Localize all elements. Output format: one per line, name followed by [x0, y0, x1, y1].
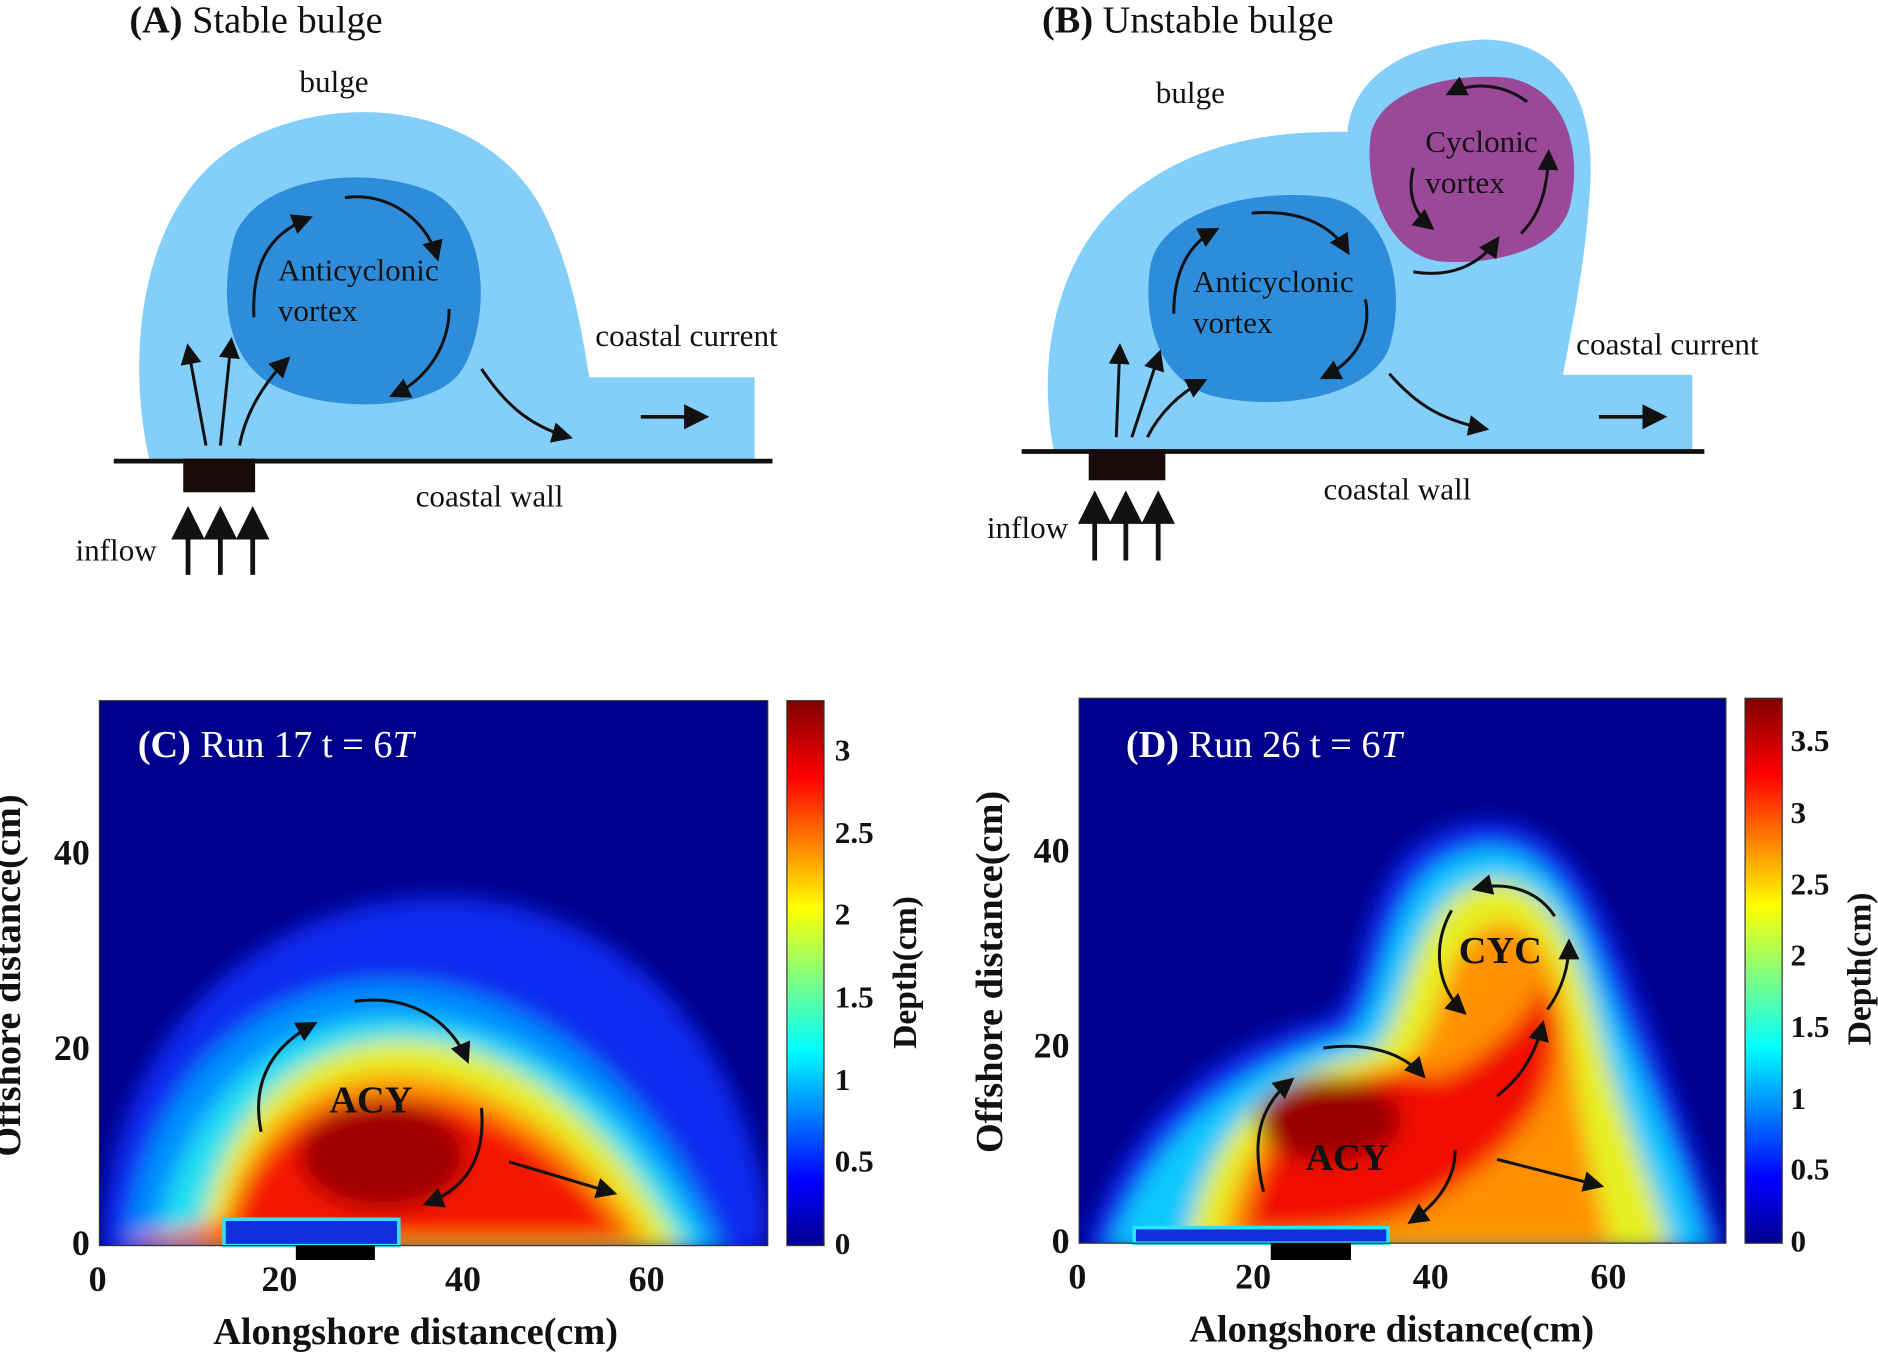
y-tick-label: 20	[1033, 1026, 1070, 1066]
vortex-label-line1: Anticyclonic	[1192, 264, 1354, 300]
panel-c-title: (C) Run 17 t = 6T	[137, 722, 414, 766]
colorbar-tick-label: 2	[834, 897, 851, 933]
x-axis-label: Alongshore distance(cm)	[213, 1309, 619, 1353]
y-tick-label: 40	[1033, 831, 1070, 871]
colorbar-tick-label: 3	[1790, 795, 1807, 830]
coastal-wall-label: coastal wall	[1323, 471, 1472, 507]
colorbar-tick-label: 2	[1790, 938, 1807, 973]
x-tick-label: 20	[261, 1259, 298, 1300]
cyclonic-label-line2: vortex	[1425, 165, 1505, 201]
x-axis-label: Alongshore distance(cm)	[1189, 1306, 1595, 1350]
acy-marker: ACY	[1305, 1135, 1389, 1179]
cyc-marker: CYC	[1458, 928, 1542, 972]
x-tick-label: 60	[1590, 1257, 1627, 1298]
x-tick-label: 20	[1235, 1257, 1272, 1298]
colorbar-label: Depth(cm)	[1841, 892, 1878, 1046]
cyclonic-label-line1: Cyclonic	[1425, 124, 1538, 160]
anticyclonic-vortex	[226, 177, 481, 405]
x-tick-label: 60	[628, 1259, 665, 1300]
colorbar	[786, 700, 825, 1247]
y-tick-label: 0	[71, 1224, 90, 1264]
panel-d-title: (D) Run 26 t = 6T	[1125, 722, 1402, 766]
colorbar-tick-label: 0.5	[1790, 1152, 1830, 1188]
vortex-label-line1: Anticyclonic	[277, 252, 439, 288]
colorbar-tick-label: 2.5	[834, 815, 874, 850]
y-tick-label: 0	[1051, 1221, 1070, 1262]
colorbar-tick-label: 3.5	[1790, 723, 1830, 759]
bulge-label: bulge	[299, 64, 369, 100]
inflow-block	[1088, 449, 1166, 481]
inflow-block	[1270, 1243, 1352, 1260]
colorbar-tick-label: 1.5	[1790, 1009, 1830, 1045]
y-axis-label: Offshore distance(cm)	[0, 794, 29, 1157]
coastal-current-label: coastal current	[1576, 326, 1759, 362]
colorbar-tick-label: 2.5	[1790, 866, 1830, 902]
colorbar-tick-label: 1.5	[834, 979, 874, 1015]
colorbar-tick-label: 0	[1790, 1224, 1807, 1259]
panel-d-heatmap	[1078, 697, 1783, 1260]
colorbar	[1744, 697, 1783, 1244]
coastal-current-label: coastal current	[595, 318, 778, 354]
panel-a-title: (A) Stable bulge	[129, 0, 383, 41]
vortex-label-line2: vortex	[277, 293, 358, 329]
colorbar-tick-label: 0	[834, 1226, 851, 1262]
colorbar-tick-label: 0.5	[834, 1144, 874, 1179]
coastal-wall-label: coastal wall	[415, 479, 564, 514]
colorbar-tick-label: 3	[834, 732, 851, 768]
colorbar-tick-label: 1	[1790, 1081, 1807, 1116]
colorbar-label: Depth(cm)	[887, 896, 925, 1049]
y-tick-label: 20	[53, 1028, 90, 1069]
x-tick-label: 0	[88, 1259, 107, 1300]
colorbar-tick-label: 1	[834, 1061, 851, 1097]
bulge-label: bulge	[1155, 75, 1225, 111]
panel-c-heatmap	[98, 700, 825, 1260]
inflow-block	[183, 458, 256, 493]
x-tick-label: 40	[1412, 1257, 1449, 1298]
x-tick-label: 0	[1068, 1257, 1087, 1298]
acy-marker: ACY	[329, 1077, 413, 1122]
inflow-label: inflow	[75, 532, 157, 568]
x-tick-label: 40	[445, 1259, 481, 1300]
y-tick-label: 40	[53, 833, 90, 874]
inflow-label: inflow	[986, 510, 1069, 545]
y-axis-label: Offshore distance(cm)	[967, 790, 1011, 1154]
panel-a-diagram	[113, 112, 773, 575]
panel-b-diagram	[1021, 39, 1705, 561]
inflow-block	[295, 1245, 375, 1260]
vortex-label-line2: vortex	[1192, 305, 1273, 341]
panel-b-title: (B) Unstable bulge	[1041, 0, 1334, 41]
